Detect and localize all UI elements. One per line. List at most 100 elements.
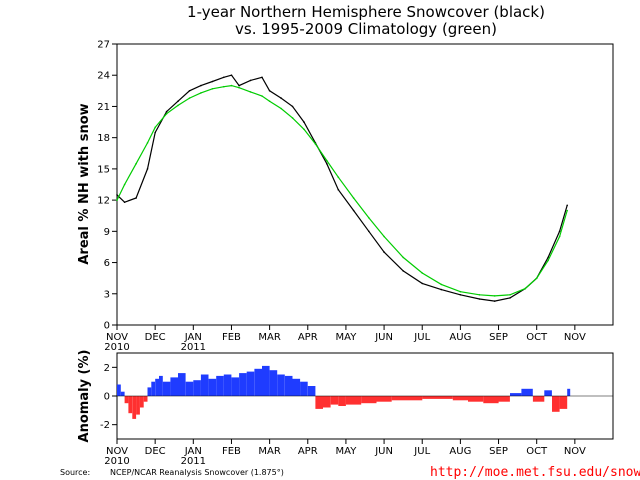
anomaly-bar-positive [216, 375, 224, 396]
main-y-tick-label: 9 [104, 227, 110, 238]
climatology-point [352, 197, 355, 199]
main-x-tick-label: NOV [564, 332, 586, 343]
observed-point [249, 79, 252, 82]
main-y-tick-label: 24 [97, 71, 110, 82]
main-x-tick-label: JUL [413, 332, 430, 343]
climatology-point [509, 294, 511, 296]
climatology-point [326, 159, 328, 162]
climatology-point [154, 126, 156, 129]
observed-point [146, 168, 149, 170]
main-y-tick-label: 12 [97, 196, 110, 207]
anomaly-bar-positive [239, 373, 247, 396]
main-year-label: 2010 [104, 342, 129, 353]
observed-point [337, 188, 340, 191]
anomaly-y-axis-label: Anomaly (%) [77, 350, 92, 443]
chart-subtitle: vs. 1995-2009 Climatology (green) [235, 20, 497, 38]
anomaly-bar-negative [323, 396, 331, 408]
main-year-label: 2011 [181, 342, 206, 353]
anomaly-bar-positive [284, 375, 293, 396]
climatology-point [123, 183, 126, 186]
anomaly-x-tick-label: JUN [374, 446, 393, 457]
main-x-tick-label: JAN [184, 332, 202, 343]
climatology-point [249, 91, 252, 93]
anomaly-year-label: 2010 [104, 456, 129, 467]
climatology-point [421, 272, 424, 274]
observed-point [368, 230, 370, 233]
observed-point [230, 74, 233, 76]
climatology-point [238, 86, 240, 89]
climatology-point [337, 176, 340, 178]
anomaly-bar-negative [407, 396, 423, 401]
main-x-tick-label: NOV [106, 332, 128, 343]
anomaly-bar-negative [345, 396, 362, 405]
chart-title: 1-year Northern Hemisphere Snowcover (bl… [187, 3, 545, 21]
anomaly-bar-positive [510, 393, 522, 396]
anomaly-bar-positive [193, 380, 201, 396]
climatology-point [291, 117, 294, 119]
anomaly-bar-positive [277, 374, 285, 396]
observed-point [135, 197, 137, 199]
climatology-point [493, 295, 496, 297]
main-y-tick-label: 3 [104, 289, 110, 300]
anomaly-bar-negative [361, 396, 377, 404]
climatology-point [188, 97, 191, 99]
anomaly-bar-positive [170, 377, 178, 396]
anomaly-bar-negative [483, 396, 499, 404]
climatology-point [261, 95, 263, 97]
anomaly-x-tick-label: JAN [184, 446, 202, 457]
anomaly-bar-positive [185, 381, 194, 396]
climatology-point [211, 88, 214, 90]
observed-point [440, 288, 443, 291]
anomaly-bar-negative [124, 396, 129, 404]
observed-point [303, 121, 305, 123]
climatology-point [177, 104, 179, 107]
climatology-point [314, 143, 317, 145]
observed-point [280, 97, 282, 99]
climatology-point [547, 259, 549, 262]
observed-point [261, 76, 263, 79]
anomaly-bar-positive [200, 374, 209, 396]
anomaly-bar-positive [162, 381, 171, 396]
observed-point [459, 294, 462, 296]
anomaly-x-tick-label: OCT [526, 446, 548, 457]
observed-point [352, 209, 355, 212]
climatology-point [440, 283, 443, 286]
climatology-point [223, 85, 225, 88]
anomaly-bar-positive [151, 381, 156, 396]
series-climatology [116, 84, 568, 297]
anomaly-bar-negative [315, 396, 323, 409]
source-url[interactable]: http://moe.met.fsu.edu/snow [430, 465, 640, 480]
anomaly-bar-negative [552, 396, 560, 412]
main-y-tick-label: 18 [97, 133, 110, 144]
anomaly-bar-negative [143, 396, 148, 402]
anomaly-x-tick-label: APR [298, 446, 318, 457]
anomaly-bar-negative [532, 396, 545, 402]
anomaly-bar-negative [498, 396, 510, 402]
observed-point [291, 105, 294, 108]
anomaly-bar-negative [422, 396, 438, 399]
anomaly-bar-positive [159, 375, 163, 396]
climatology-point [303, 128, 305, 131]
anomaly-x-tick-label: FEB [222, 446, 241, 457]
anomaly-x-tick-label: NOV [564, 446, 586, 457]
climatology-point [383, 235, 385, 238]
anomaly-bar-positive [117, 384, 121, 396]
anomaly-bar-negative [128, 396, 133, 414]
observed-point [116, 194, 118, 196]
anomaly-bar-positive [147, 387, 152, 396]
observed-point [123, 201, 126, 203]
anomaly-bar-negative [330, 396, 339, 405]
anomaly-bar-positive [246, 371, 255, 396]
anomaly-bar-positive [567, 388, 571, 396]
observed-point [383, 251, 385, 253]
climatology-point [116, 199, 118, 201]
main-x-tick-label: APR [298, 332, 318, 343]
observed-point [547, 256, 549, 259]
main-x-tick-label: JUN [374, 332, 393, 343]
anomaly-bar-positive [544, 390, 552, 396]
anomaly-bar-negative [452, 396, 469, 401]
climatology-point [368, 217, 370, 219]
climatology-point [478, 294, 481, 296]
anomaly-bar-negative [136, 396, 140, 415]
